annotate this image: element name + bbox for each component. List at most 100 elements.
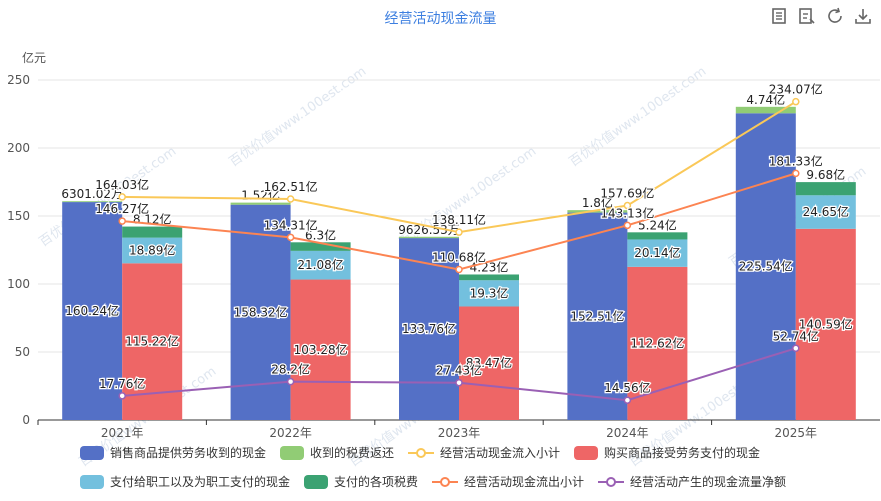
y-tick-label: 0 bbox=[22, 413, 30, 427]
legend-swatch bbox=[280, 445, 305, 460]
bar-data-label: 4.74亿 bbox=[746, 92, 785, 107]
line-data-label: 134.31亿 bbox=[264, 217, 318, 232]
legend-line-swatch bbox=[408, 447, 435, 458]
line-point bbox=[286, 195, 295, 203]
refresh-icon[interactable] bbox=[825, 6, 845, 26]
bar-data-label: 160.24亿 bbox=[65, 303, 119, 318]
bar-data-label: 115.22亿 bbox=[125, 334, 179, 349]
bar-segment bbox=[795, 182, 856, 196]
bar-segment bbox=[459, 306, 519, 420]
bar-data-label: 18.89亿 bbox=[129, 242, 175, 257]
bar-segment bbox=[627, 266, 688, 420]
line-point bbox=[286, 233, 295, 242]
toolbox bbox=[769, 6, 873, 26]
legend-item[interactable]: 经营活动现金流出小计 bbox=[432, 473, 584, 490]
legend-label: 销售商品提供劳务收到的现金 bbox=[110, 446, 267, 460]
legend-swatch bbox=[80, 474, 104, 489]
y-axis-label: 亿元 bbox=[22, 50, 46, 65]
y-tick-label: 50 bbox=[15, 345, 30, 359]
line-data-label: 181.33亿 bbox=[769, 153, 823, 168]
data-view-icon[interactable] bbox=[769, 6, 789, 26]
download-icon[interactable] bbox=[853, 6, 873, 26]
legend-label: 经营活动现金流出小计 bbox=[464, 475, 585, 489]
bar-data-label: 112.62亿 bbox=[630, 335, 684, 350]
legend-item[interactable]: 支付的各项税费 bbox=[304, 473, 418, 490]
bar-segment bbox=[62, 202, 123, 420]
bar-data-label: 20.14亿 bbox=[634, 245, 680, 260]
bar-segment bbox=[627, 232, 688, 240]
line-point bbox=[286, 377, 295, 386]
bar-data-label: 21.08亿 bbox=[297, 257, 343, 272]
line-data-label: 52.74亿 bbox=[773, 328, 819, 343]
line-data-label: 27.43亿 bbox=[436, 363, 482, 378]
y-tick-label: 200 bbox=[7, 141, 30, 155]
restore-view-icon[interactable] bbox=[797, 6, 817, 26]
legend-item[interactable]: 经营活动产生的现金流量净额 bbox=[598, 473, 786, 490]
line-point bbox=[623, 201, 632, 210]
bar-segment bbox=[459, 280, 519, 307]
bar-segment bbox=[735, 106, 796, 114]
legend-label: 购买商品接受劳务支付的现金 bbox=[604, 446, 761, 460]
legend-item[interactable]: 经营活动现金流入小计 bbox=[408, 444, 560, 461]
bar-segment bbox=[290, 279, 351, 420]
line-data-label: 162.51亿 bbox=[264, 179, 318, 194]
bar-data-label: 103.28亿 bbox=[294, 342, 348, 357]
legend-item[interactable]: 销售商品提供劳务收到的现金 bbox=[80, 444, 266, 461]
bar-segment bbox=[795, 195, 856, 229]
bar-data-label: 24.65亿 bbox=[803, 204, 849, 219]
legend-label: 经营活动现金流入小计 bbox=[440, 446, 561, 460]
line-data-label: 14.56亿 bbox=[604, 380, 650, 395]
line-data-label: 157.69亿 bbox=[600, 186, 654, 201]
line-point bbox=[455, 378, 463, 387]
bar-data-label: 9.68亿 bbox=[806, 167, 845, 182]
line-data-label: 17.76亿 bbox=[99, 376, 145, 391]
bar-segment bbox=[290, 242, 351, 251]
bar-data-label: 152.51亿 bbox=[570, 308, 624, 323]
line-point bbox=[623, 396, 632, 404]
legend-swatch bbox=[304, 474, 329, 489]
y-tick-label: 100 bbox=[7, 277, 30, 291]
line-point bbox=[792, 169, 800, 178]
bar-data-label: 158.32亿 bbox=[234, 304, 288, 319]
line-data-label: 146.27亿 bbox=[95, 201, 149, 216]
legend-item[interactable]: 支付给职工以及为职工支付的现金 bbox=[80, 473, 290, 490]
line-data-label: 28.2亿 bbox=[271, 362, 310, 377]
legend-item[interactable]: 购买商品接受劳务支付的现金 bbox=[574, 444, 760, 461]
y-tick-label: 150 bbox=[7, 209, 30, 223]
legend: 销售商品提供劳务收到的现金 收到的税费返还 经营活动现金流入小计 购买商品接受劳务支付… bbox=[80, 444, 860, 490]
bar-data-label: 19.3亿 bbox=[470, 285, 509, 300]
y-tick-label: 250 bbox=[7, 73, 30, 87]
line-data-label: 164.03亿 bbox=[95, 177, 149, 192]
watermark-text: 百优价值www.100est.com bbox=[566, 63, 709, 170]
x-tick-label: 2024年 bbox=[606, 426, 649, 440]
line-point bbox=[455, 265, 463, 274]
line-data-label: 234.07亿 bbox=[769, 82, 823, 97]
legend-swatch bbox=[574, 445, 599, 460]
bar-data-label: 83.47亿 bbox=[466, 355, 512, 370]
bar-segment bbox=[230, 202, 291, 205]
x-tick-label: 2021年 bbox=[101, 426, 144, 440]
bar-segment bbox=[459, 274, 519, 281]
legend-item[interactable]: 收到的税费返还 bbox=[280, 444, 394, 461]
bar-data-label: 225.54亿 bbox=[739, 259, 793, 274]
bar-data-label: 9626.53万 bbox=[398, 223, 460, 237]
legend-label: 支付给职工以及为职工支付的现金 bbox=[110, 475, 291, 489]
x-tick-label: 2025年 bbox=[775, 426, 818, 440]
legend-label: 经营活动产生的现金流量净额 bbox=[630, 475, 787, 489]
bar-segment bbox=[567, 212, 628, 420]
legend-swatch bbox=[80, 445, 104, 460]
watermark-text: 百优价值www.100est.com bbox=[226, 63, 369, 170]
line-point bbox=[118, 392, 126, 400]
bar-segment bbox=[122, 237, 183, 264]
bar-data-label: 6.3亿 bbox=[305, 227, 336, 242]
line-point bbox=[792, 344, 800, 353]
line-data-label: 138.11亿 bbox=[432, 212, 486, 227]
bar-data-label: 1.8亿 bbox=[582, 195, 613, 210]
bar-segment bbox=[399, 236, 459, 239]
bar-segment bbox=[290, 250, 351, 280]
bar-segment bbox=[735, 113, 796, 421]
bar-segment bbox=[62, 201, 123, 203]
bar-data-label: 133.76亿 bbox=[402, 321, 456, 336]
line-data-label: 143.13亿 bbox=[600, 205, 654, 220]
